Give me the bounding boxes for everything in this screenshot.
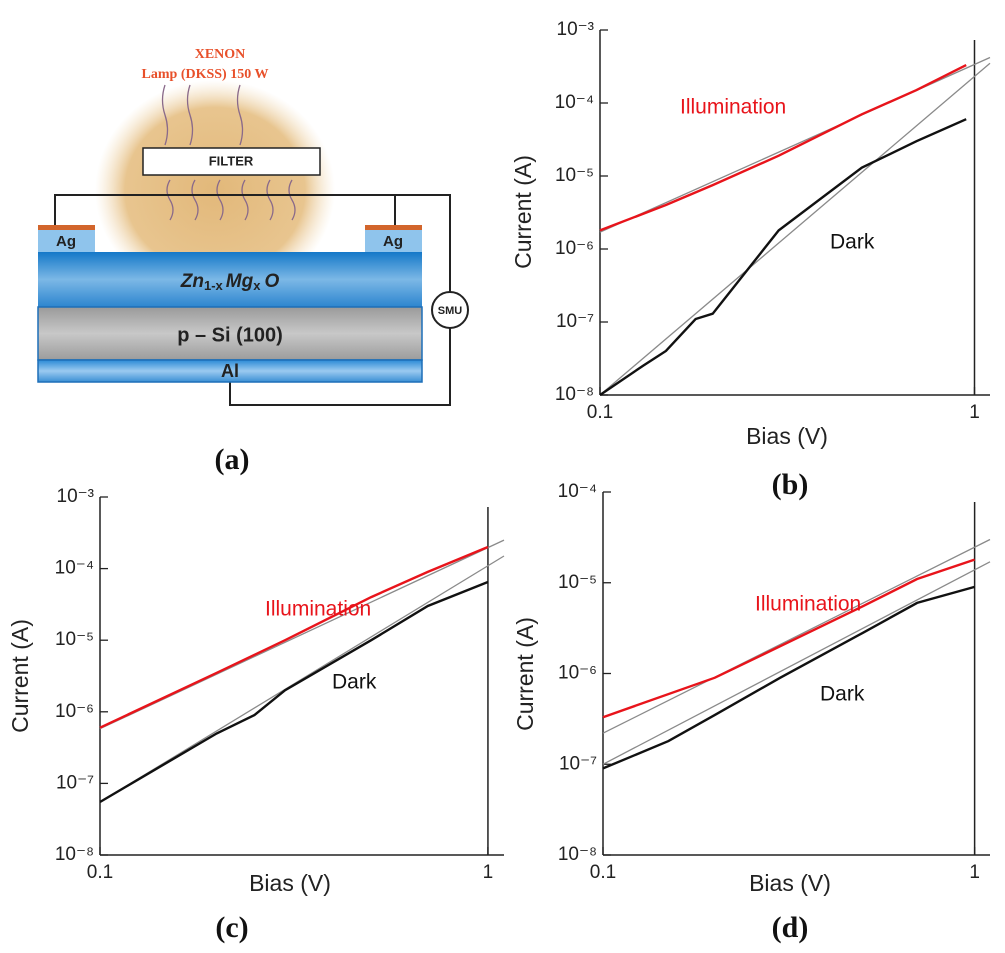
x-tick-label: 1 xyxy=(969,862,980,883)
x-axis-label: Bias (V) xyxy=(249,870,331,896)
znmgo-layer xyxy=(38,252,422,307)
x-tick-label: 1 xyxy=(969,402,980,423)
data-line xyxy=(602,558,975,719)
y-axis-label: Current (A) xyxy=(510,155,536,269)
label-part: 1-x xyxy=(204,278,224,293)
y-tick-label: 10⁻⁸ xyxy=(555,384,594,405)
y-axis-label: Current (A) xyxy=(512,617,538,731)
data-line xyxy=(599,118,967,396)
y-tick-label: 10⁻⁵ xyxy=(55,629,94,650)
si-layer xyxy=(37,306,423,361)
series-label: Illumination xyxy=(680,96,786,119)
x-axis-label: Bias (V) xyxy=(749,870,831,896)
y-tick-label: 10⁻³ xyxy=(557,19,595,40)
y-tick-label: 10⁻⁴ xyxy=(555,92,594,113)
y-tick-label: 10⁻⁴ xyxy=(55,558,94,579)
panel-label: (d) xyxy=(772,911,809,944)
x-axis-label: Bias (V) xyxy=(746,423,828,449)
y-tick-label: 10⁻⁶ xyxy=(558,663,597,684)
lamp-label: XENON xyxy=(195,47,246,62)
al-layer xyxy=(37,359,423,383)
y-tick-label: 10⁻⁶ xyxy=(555,238,594,259)
smu-label: SMU xyxy=(438,305,463,317)
y-tick-label: 10⁻⁴ xyxy=(558,481,597,502)
ag-top xyxy=(38,225,95,230)
series-label: Illumination xyxy=(755,593,861,616)
y-tick-label: 10⁻⁸ xyxy=(558,844,597,865)
si-label: p – Si (100) xyxy=(177,324,283,346)
fit-line xyxy=(599,62,991,396)
device-diagram: XENON Lamp (DKSS) 150 W FILTER Ag Ag Zn1… xyxy=(37,47,469,476)
y-tick-label: 10⁻⁷ xyxy=(56,772,94,793)
fit-line xyxy=(602,561,991,765)
data-line xyxy=(99,545,489,729)
y-axis-label: Current (A) xyxy=(7,619,33,733)
data-line xyxy=(599,64,967,232)
panel-label: (b) xyxy=(772,468,809,501)
x-tick-label: 0.1 xyxy=(87,862,113,883)
x-tick-label: 0.1 xyxy=(590,862,616,883)
smu xyxy=(431,291,469,329)
ag-label: Ag xyxy=(383,233,403,250)
znmgo-label: Zn1-x Mgx O xyxy=(180,271,280,293)
light-rays xyxy=(161,84,296,221)
label-part: Mg xyxy=(226,271,254,292)
series-label: Dark xyxy=(820,683,865,706)
x-tick-label: 1 xyxy=(483,862,494,883)
light-glow xyxy=(95,80,335,300)
ag-top xyxy=(365,225,422,230)
y-tick-label: 10⁻⁷ xyxy=(559,753,597,774)
label-part: Zn xyxy=(180,271,204,292)
ag-label: Ag xyxy=(56,233,76,250)
label-part: O xyxy=(264,271,279,292)
x-tick-label: 0.1 xyxy=(587,402,613,423)
panel-label: (a) xyxy=(215,443,250,476)
data-line xyxy=(602,585,975,770)
al-label: Al xyxy=(221,361,239,381)
label-part: x xyxy=(253,278,261,293)
wires xyxy=(54,194,451,406)
y-tick-label: 10⁻⁵ xyxy=(555,165,594,186)
y-tick-label: 10⁻³ xyxy=(57,486,95,507)
data-line xyxy=(99,580,489,804)
y-tick-label: 10⁻⁸ xyxy=(55,844,94,865)
filter xyxy=(142,147,321,176)
y-tick-label: 10⁻⁵ xyxy=(558,572,597,593)
fit-line xyxy=(602,538,991,734)
y-tick-label: 10⁻⁶ xyxy=(55,701,94,722)
panel-label: (c) xyxy=(215,911,248,944)
series-label: Dark xyxy=(830,231,875,254)
filter-label: FILTER xyxy=(209,153,254,168)
y-tick-label: 10⁻⁷ xyxy=(556,311,594,332)
series-label: Dark xyxy=(332,671,377,694)
series-label: Illumination xyxy=(265,598,371,621)
lamp-label: Lamp (DKSS) 150 W xyxy=(142,67,269,82)
